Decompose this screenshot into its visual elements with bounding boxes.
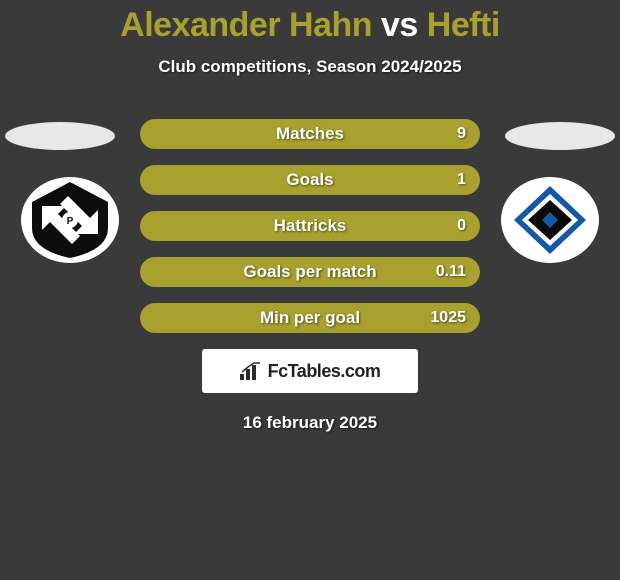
date-label: 16 february 2025 [0,413,620,433]
stat-label: Goals per match [243,262,376,282]
comparison-card: Alexander Hahn vs Hefti Club competition… [0,0,620,580]
player-slot-ellipse-left [5,122,115,150]
player-slot-ellipse-right [505,122,615,150]
stat-row: Matches 9 [140,119,480,149]
stat-row: Goals 1 [140,165,480,195]
brand-text: FcTables.com [268,361,381,382]
club-logo-left: P [20,176,120,264]
stat-row: Min per goal 1025 [140,303,480,333]
stat-label: Goals [286,170,333,190]
preussen-badge-icon: P [20,176,120,264]
title-vs: vs [381,6,418,44]
brand-box[interactable]: FcTables.com [202,349,418,393]
stat-value-right: 0.11 [436,263,466,281]
stat-label: Matches [276,124,344,144]
stat-value-right: 1 [457,171,466,189]
title-player1: Alexander Hahn [120,6,372,44]
stats-list: Matches 9 Goals 1 Hattricks 0 Goals per match 0… [140,119,480,333]
svg-text:P: P [67,216,74,227]
page-title: Alexander Hahn vs Hefti [0,6,620,45]
stat-row: Hattricks 0 [140,211,480,241]
stat-row: Goals per match 0.11 [140,257,480,287]
title-player2: Hefti [427,6,500,44]
stat-label: Hattricks [274,216,347,236]
stat-value-right: 1025 [430,309,466,327]
bars-icon [240,362,262,380]
stat-label: Min per goal [260,308,360,328]
hsv-badge-icon [500,176,600,264]
club-logo-right [500,176,600,264]
stat-value-right: 0 [457,217,466,235]
subtitle: Club competitions, Season 2024/2025 [0,57,620,77]
stat-value-right: 9 [457,125,466,143]
